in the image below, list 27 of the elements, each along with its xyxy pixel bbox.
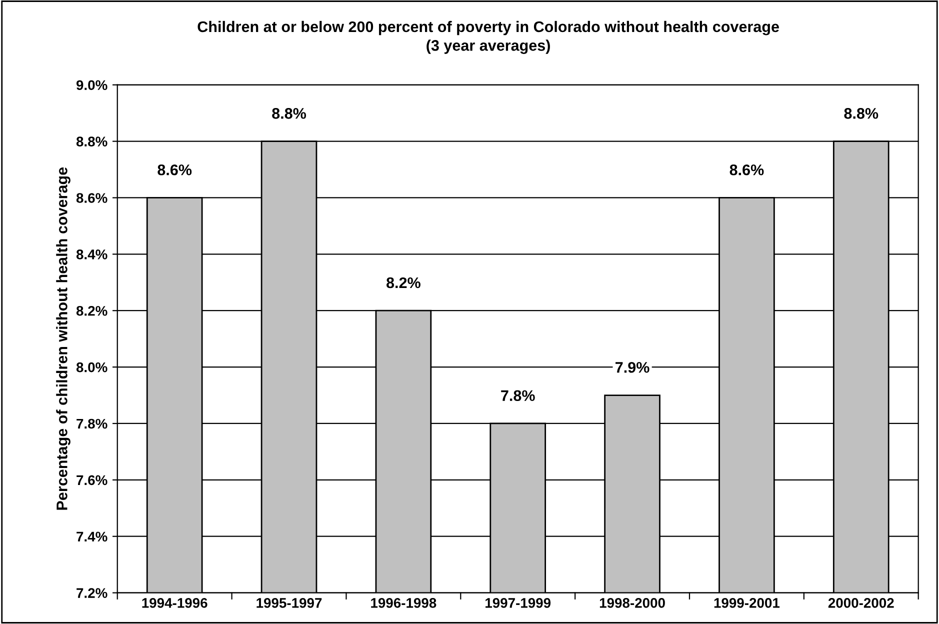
x-tick-label: 1999-2001: [714, 598, 780, 608]
y-tick-label: 7.2%: [76, 588, 108, 598]
y-tick-label: 7.6%: [76, 475, 108, 486]
data-label: 8.8%: [272, 108, 306, 119]
data-label: 7.9%: [616, 362, 650, 373]
chart-title: Children at or below 200 percent of poverty in Colorado without health coverage: [198, 20, 779, 36]
x-tick-label: 1998-2000: [600, 598, 665, 608]
data-label: 7.8%: [501, 390, 535, 402]
y-tick-label: 9.0%: [76, 80, 108, 90]
y-tick-label: 8.6%: [76, 193, 108, 203]
y-tick-label: 8.4%: [76, 250, 108, 260]
x-tick-label: 1997-1999: [486, 598, 551, 608]
data-label: 8.6%: [730, 164, 764, 176]
x-tick-label: 2000-2002: [828, 598, 894, 608]
data-label: 8.2%: [386, 277, 420, 288]
y-tick-label: 8.8%: [76, 136, 108, 146]
y-axis-title: Percentage of children without health coverage: [56, 167, 70, 510]
y-tick-label: 7.4%: [76, 532, 108, 542]
data-label: 8.8%: [844, 108, 878, 119]
x-tick-label: 1996-1998: [371, 598, 436, 608]
data-label: 8.6%: [158, 164, 192, 176]
x-tick-label: 1994-1996: [142, 598, 208, 608]
y-tick-label: 8.0%: [76, 362, 108, 372]
y-tick-label: 8.2%: [76, 306, 108, 316]
x-tick-label: 1995-1997: [256, 598, 322, 608]
y-tick-label: 7.8%: [76, 418, 108, 429]
chart-subtitle: (3 year averages): [426, 40, 550, 54]
